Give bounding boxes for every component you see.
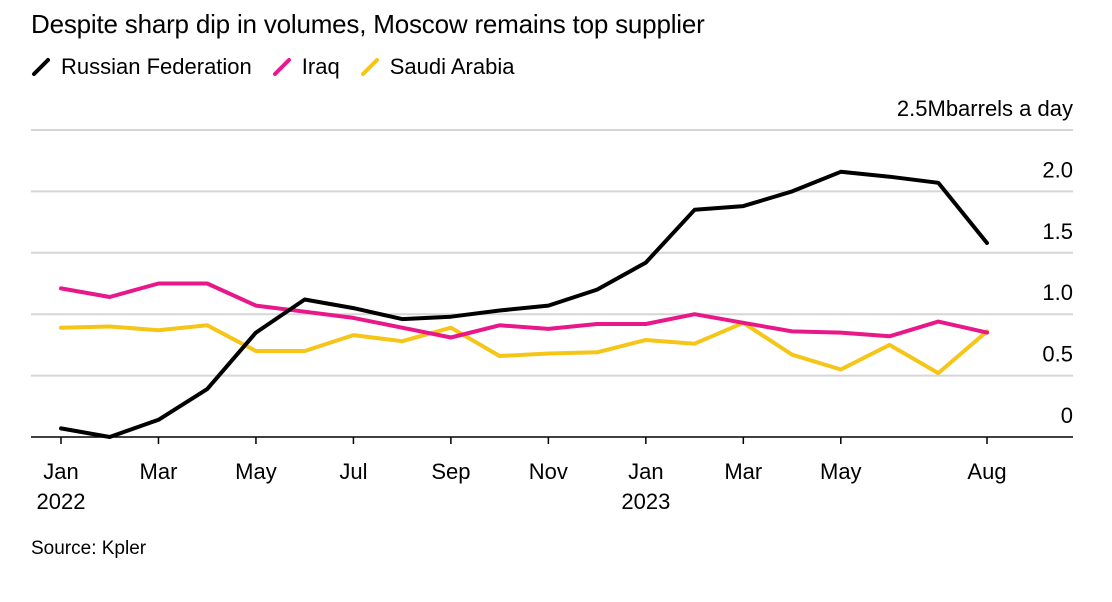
y-tick-label: 0	[1061, 403, 1073, 428]
chart-legend: Russian Federation Iraq Saudi Arabia	[31, 54, 534, 80]
legend-label: Russian Federation	[61, 54, 252, 79]
legend-swatch	[360, 57, 380, 77]
x-tick-label: May	[235, 459, 277, 484]
x-tick-label: Jul	[339, 459, 367, 484]
chart-title: Despite sharp dip in volumes, Moscow rem…	[31, 9, 705, 39]
legend-label: Saudi Arabia	[389, 54, 515, 79]
chart-source: Source: Kpler	[31, 538, 147, 559]
x-tick-label: Mar	[724, 459, 762, 484]
series-line-russian-federation	[59, 169, 989, 439]
x-tick-label: Sep	[431, 459, 470, 484]
y-tick-label: 2.0	[1042, 157, 1073, 182]
legend-swatch	[272, 57, 292, 77]
x-tick-label: Nov	[529, 459, 568, 484]
legend-item: Saudi Arabia	[360, 54, 515, 80]
series-line-iraq	[59, 281, 989, 340]
legend-swatch	[31, 57, 51, 77]
x-tick-year-label: 2023	[621, 489, 670, 514]
y-tick-label: 1.5	[1042, 219, 1073, 244]
legend-label: Iraq	[301, 54, 340, 79]
series-line-saudi-arabia	[59, 320, 989, 376]
x-tick-year-label: 2022	[37, 489, 86, 514]
x-tick-label: Mar	[140, 459, 178, 484]
x-tick-label: Aug	[967, 459, 1006, 484]
y-axis-unit-label: 2.5Mbarrels a day	[897, 96, 1073, 121]
legend-item: Russian Federation	[31, 54, 252, 80]
y-tick-label: 0.5	[1042, 342, 1073, 367]
legend-item: Iraq	[272, 54, 340, 80]
y-tick-label: 1.0	[1042, 280, 1073, 305]
x-tick-label: Jan	[628, 459, 663, 484]
x-tick-label: Jan	[43, 459, 78, 484]
x-tick-label: May	[820, 459, 862, 484]
